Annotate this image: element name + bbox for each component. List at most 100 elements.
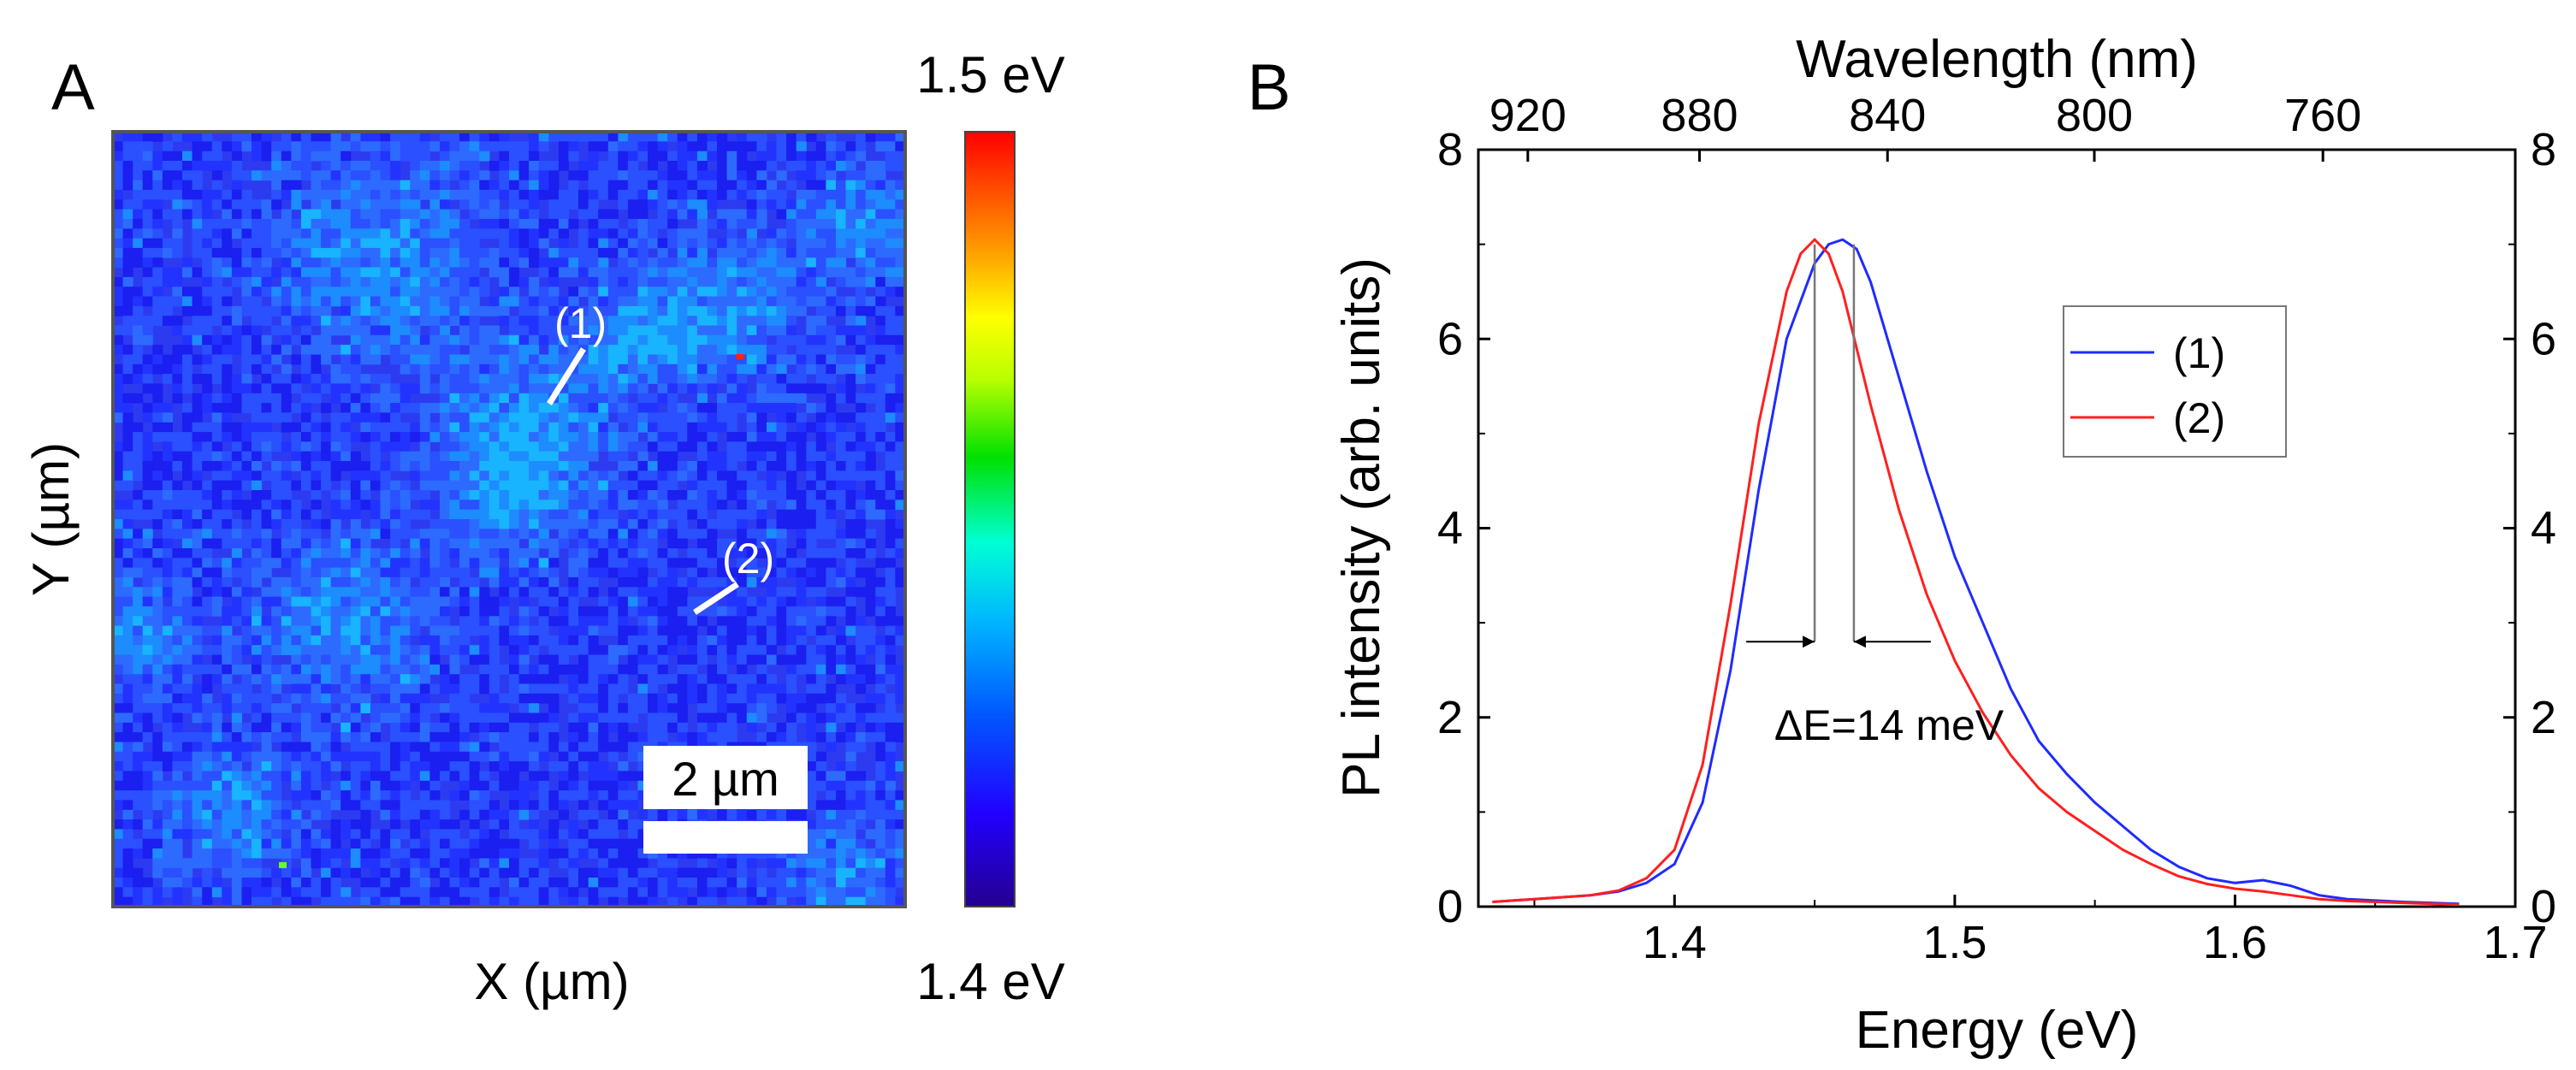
heatmap-cell — [618, 151, 629, 162]
heatmap-cell — [281, 732, 292, 742]
heatmap-cell — [627, 151, 638, 162]
heatmap-cell — [627, 480, 638, 491]
heatmap-cell — [618, 616, 629, 627]
heatmap-cell — [637, 151, 648, 162]
heatmap-cell — [737, 141, 748, 152]
heatmap-cell — [370, 345, 381, 355]
heatmap-cell — [717, 712, 728, 724]
heatmap-cell — [707, 683, 718, 695]
heatmap-cell — [113, 509, 124, 520]
heatmap-cell — [627, 432, 638, 442]
heatmap-cell — [142, 576, 153, 588]
heatmap-cell — [211, 364, 222, 375]
heatmap-cell — [529, 703, 540, 713]
heatmap-cell — [241, 170, 252, 181]
heatmap-cell — [538, 374, 549, 384]
heatmap-cell — [568, 287, 579, 297]
heatmap-cell — [598, 819, 609, 830]
heatmap-cell — [162, 829, 173, 840]
heatmap-cell — [400, 703, 411, 713]
heatmap-cell — [172, 703, 183, 713]
heatmap-cell — [489, 558, 500, 569]
heatmap-cell — [667, 228, 678, 239]
heatmap-cell — [113, 887, 124, 898]
heatmap-cell — [746, 858, 757, 869]
heatmap-cell — [202, 558, 213, 569]
heatmap-cell — [746, 809, 757, 820]
heatmap-cell — [717, 509, 728, 520]
heatmap-cell — [449, 548, 460, 559]
heatmap-cell — [648, 296, 659, 307]
heatmap-cell — [252, 616, 263, 627]
heatmap-cell — [182, 422, 193, 433]
heatmap-cell — [211, 703, 222, 713]
heatmap-cell — [341, 548, 352, 559]
heatmap-cell — [390, 654, 401, 665]
heatmap-cell — [687, 809, 698, 820]
heatmap-cell — [518, 509, 530, 520]
heatmap-cell — [311, 132, 322, 142]
heatmap-cell — [390, 287, 401, 297]
heatmap-cell — [746, 654, 757, 665]
heatmap-cell — [607, 151, 619, 162]
heatmap-cell — [291, 451, 302, 462]
heatmap-cell — [330, 364, 341, 375]
heatmap-cell — [291, 374, 302, 384]
heatmap-cell — [786, 878, 797, 888]
heatmap-cell — [538, 180, 549, 191]
heatmap-cell — [499, 470, 510, 482]
heatmap-cell — [529, 538, 540, 549]
heatmap-cell — [360, 238, 371, 249]
heatmap-cell — [489, 218, 500, 229]
heatmap-cell — [657, 345, 668, 355]
heatmap-cell — [667, 393, 678, 404]
heatmap-cell — [687, 625, 698, 636]
heatmap-cell — [182, 654, 193, 665]
heatmap-cell — [122, 635, 133, 646]
heatmap-cell — [796, 500, 807, 511]
heatmap-cell — [607, 693, 619, 704]
heatmap-cell — [756, 867, 767, 878]
heatmap-cell — [380, 500, 391, 511]
heatmap-cell — [241, 529, 252, 540]
heatmap-cell — [518, 238, 530, 249]
heatmap-cell — [558, 500, 569, 511]
heatmap-cell — [419, 470, 430, 482]
heatmap-cell — [241, 451, 252, 462]
heatmap-cell — [598, 287, 609, 297]
heatmap-cell — [419, 722, 430, 733]
heatmap-cell — [182, 829, 193, 840]
heatmap-cell — [518, 141, 530, 152]
heatmap-cell — [588, 189, 599, 200]
heatmap-cell — [241, 432, 252, 442]
heatmap-cell — [321, 383, 332, 394]
heatmap-cell — [419, 567, 430, 578]
heatmap-cell — [449, 751, 460, 762]
heatmap-cell — [281, 276, 292, 287]
heatmap-cell — [578, 170, 589, 181]
heatmap-cell — [231, 838, 242, 849]
heatmap-cell — [459, 558, 471, 569]
heatmap-cell — [330, 732, 341, 742]
heatmap-cell — [796, 287, 807, 297]
heatmap-cell — [142, 596, 153, 607]
heatmap-cell — [607, 470, 619, 482]
heatmap-cell — [766, 722, 777, 733]
heatmap-cell — [627, 878, 638, 888]
heatmap-cell — [252, 654, 263, 665]
heatmap-cell — [518, 703, 530, 713]
heatmap-cell — [509, 664, 520, 675]
heatmap-cell — [786, 732, 797, 742]
heatmap-cell — [717, 325, 728, 336]
heatmap-cell — [469, 761, 480, 771]
heatmap-cell — [499, 606, 510, 617]
heatmap-cell — [637, 257, 648, 268]
heatmap-cell — [211, 354, 222, 365]
heatmap-cell — [133, 674, 144, 684]
heatmap-cell — [776, 364, 787, 375]
heatmap-cell — [648, 422, 659, 433]
heatmap-cell — [133, 509, 144, 520]
heatmap-cell — [419, 451, 430, 462]
heatmap-cell — [578, 606, 589, 617]
heatmap-cell — [806, 345, 817, 355]
